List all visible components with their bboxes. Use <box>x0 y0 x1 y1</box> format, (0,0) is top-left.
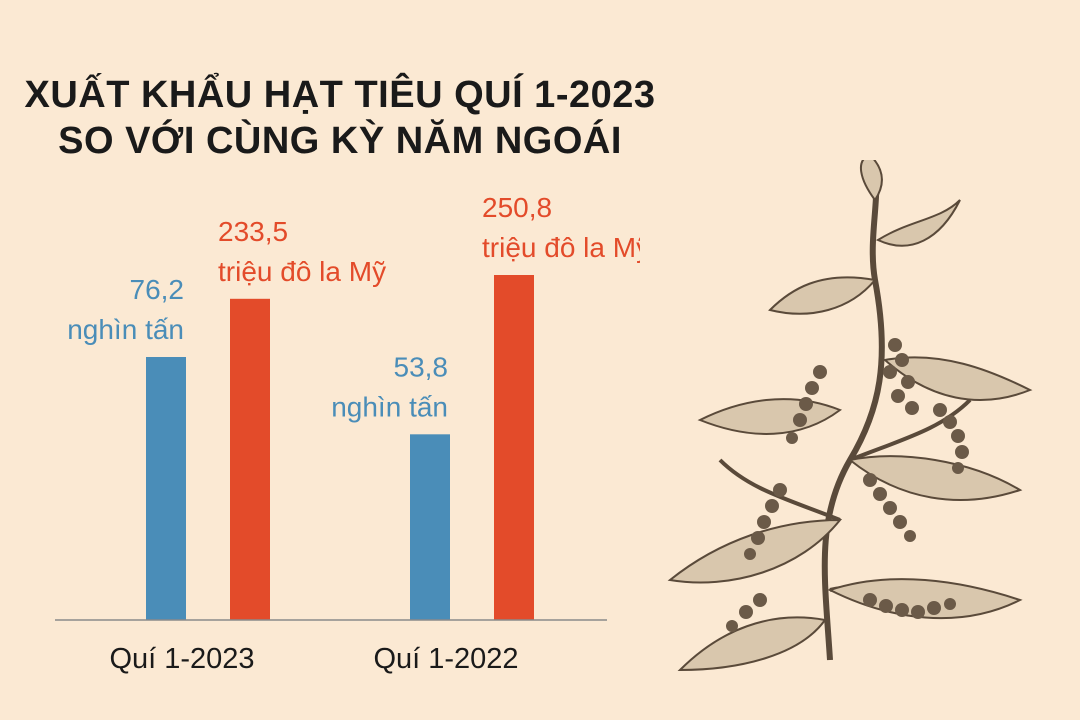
chart-title-line-2: SO VỚI CÙNG KỲ NĂM NGOÁI <box>58 120 622 162</box>
bar-series0-cat1 <box>410 434 450 620</box>
category-label-0: Quí 1-2023 <box>109 643 254 675</box>
value-label-series1-cat0: 233,5 <box>218 216 288 247</box>
bar-series0-cat0 <box>146 357 186 620</box>
labels-group: 76,2 nghìn tấn 233,5 triệu đô la Mỹ Quí 1-20… <box>67 192 640 675</box>
pepper-plant-icon <box>667 160 1033 672</box>
chart-title-line-1: XUẤT KHẨU HẠT TIÊU QUÍ 1-2023 <box>24 74 656 116</box>
unit-label-series1-cat1: triệu đô la Mỹ <box>482 232 640 263</box>
bars-group <box>146 275 534 620</box>
category-label-1: Quí 1-2022 <box>373 643 518 675</box>
value-label-series1-cat1: 250,8 <box>482 192 552 223</box>
bar-chart: 76,2 nghìn tấn 233,5 triệu đô la Mỹ Quí 1-20… <box>55 192 640 675</box>
bar-series1-cat0 <box>230 298 270 620</box>
unit-label-series0-cat1: nghìn tấn <box>331 391 448 422</box>
value-label-series0-cat0: 76,2 <box>130 274 185 305</box>
unit-label-series0-cat0: nghìn tấn <box>67 314 184 345</box>
value-label-series0-cat1: 53,8 <box>394 351 449 382</box>
unit-label-series1-cat0: triệu đô la Mỹ <box>218 256 386 287</box>
bar-series1-cat1 <box>494 275 534 620</box>
chart-title: XUẤT KHẨU HẠT TIÊU QUÍ 1-2023 SO VỚI CÙN… <box>0 72 680 164</box>
